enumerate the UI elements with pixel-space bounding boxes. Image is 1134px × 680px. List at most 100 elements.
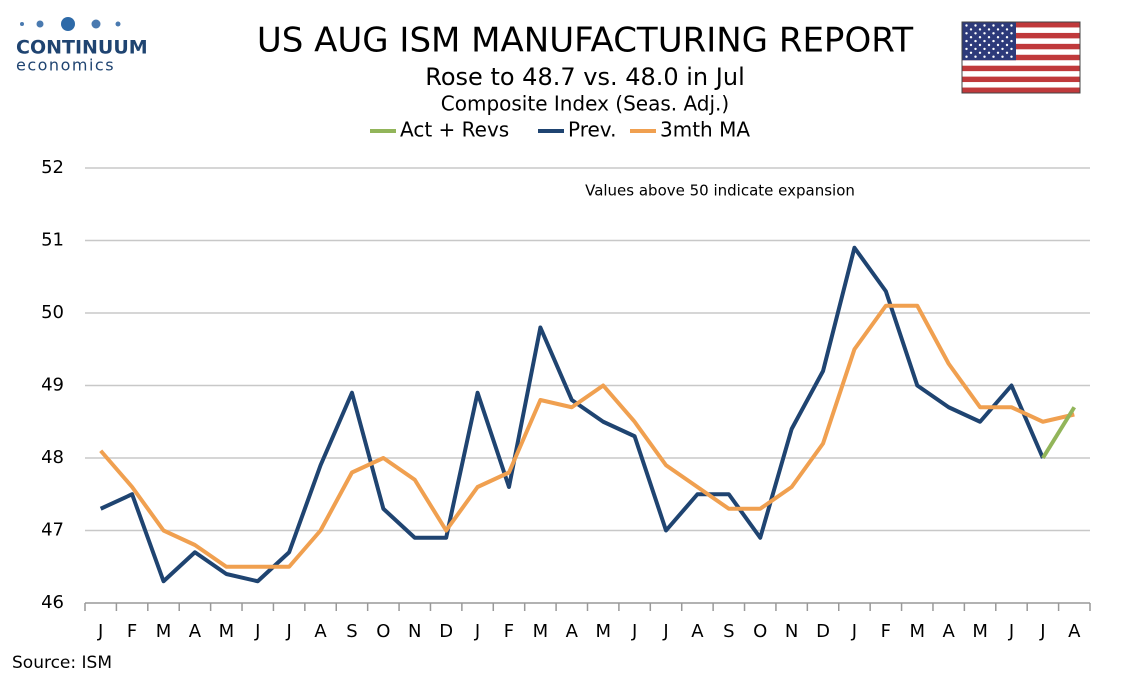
flag-star [1001, 47, 1004, 51]
flag-star [983, 47, 986, 51]
flag-star [983, 32, 986, 35]
flag-stripe [962, 65, 1080, 72]
series-line [99, 303, 1075, 569]
flag-star [992, 32, 995, 35]
x-tick-label: D [439, 621, 453, 642]
x-tick-label: D [816, 621, 830, 642]
legend-label: Act + Revs [400, 118, 509, 142]
flag-stripe [962, 32, 1080, 39]
source: Source: ISM [12, 653, 112, 673]
x-tick-label: M [910, 621, 926, 642]
flag-stripe [962, 49, 1080, 56]
flag-star [987, 28, 991, 31]
y-tick-label: 51 [41, 230, 64, 251]
flag-star [1001, 32, 1004, 35]
series-line [1041, 406, 1077, 460]
chart-title: US AUG ISM MANUFACTURING REPORT [257, 21, 913, 61]
flag-star [969, 43, 973, 47]
annotation: Values above 50 indicate expansion [585, 182, 855, 200]
x-tick-label: J [254, 621, 260, 642]
x-tick-label: M [219, 621, 235, 642]
flag-star [965, 24, 968, 27]
flag-stripe [962, 22, 1080, 28]
x-tick-label: A [691, 621, 704, 642]
flag-star [1001, 24, 1004, 27]
x-tick-label: J [97, 621, 103, 642]
chart-subtitle: Composite Index (Seas. Adj.) [441, 92, 729, 116]
flag-border [961, 21, 1081, 94]
flag-star [978, 36, 982, 39]
flag-star [983, 39, 986, 43]
flag-stripe [962, 60, 1080, 66]
logo-tagline: economics [16, 56, 115, 75]
flag-star [1005, 51, 1009, 54]
flag-star [983, 55, 986, 58]
chart-subtitle: Rose to 48.7 vs. 48.0 in Jul [425, 63, 744, 91]
flag-star [996, 36, 1000, 39]
flag-star [983, 24, 986, 27]
flag-star [1010, 24, 1013, 27]
flag-canton [962, 22, 1016, 61]
x-tick-label: A [566, 621, 579, 642]
x-tick-label: J [851, 621, 857, 642]
logo: CONTINUUM economics [16, 17, 148, 75]
flag-star [965, 47, 968, 51]
x-tick-label: A [189, 621, 202, 642]
flag-star [1005, 43, 1009, 47]
flag-star [965, 32, 968, 35]
flag-star [996, 43, 1000, 47]
flag-star [969, 36, 973, 39]
flag-star [1010, 32, 1013, 35]
x-tick-label: J [1039, 621, 1045, 642]
x-tick-label: J [631, 621, 637, 642]
flag-stripe [962, 54, 1080, 61]
flag-stripe [962, 38, 1080, 45]
flag-star [996, 28, 1000, 31]
x-tick-label: N [408, 621, 421, 642]
flag-stripe [962, 82, 1080, 88]
x-tick-label: O [753, 621, 767, 642]
x-tick-label: J [474, 621, 480, 642]
flag-star [965, 55, 968, 58]
x-tick-label: A [943, 621, 956, 642]
y-tick-label: 48 [41, 447, 64, 468]
flag-star [978, 28, 982, 31]
x-tick-label: M [595, 621, 611, 642]
flag-stripe [962, 87, 1080, 94]
x-tick-label: F [127, 621, 137, 642]
flag-stripe [962, 76, 1080, 83]
flag-star [974, 32, 977, 35]
y-tick-label: 52 [41, 157, 64, 178]
y-tick-label: 50 [41, 302, 64, 323]
flag-star [992, 55, 995, 58]
flag-star [974, 55, 977, 58]
x-tick-label: J [662, 621, 668, 642]
flag-star [996, 51, 1000, 54]
legend-label: Prev. [568, 118, 616, 142]
flag-star [1010, 39, 1013, 43]
flag-star [1005, 28, 1009, 31]
flag-star [969, 51, 973, 54]
flag-star [969, 28, 973, 31]
x-tick-label: J [285, 621, 291, 642]
series-line [99, 245, 1045, 584]
y-tick-label: 47 [41, 520, 64, 541]
flag-star [978, 43, 982, 47]
x-tick-label: M [156, 621, 172, 642]
x-tick-label: S [723, 621, 734, 642]
flag-star [987, 51, 991, 54]
flag-stripe [962, 27, 1080, 34]
flag-star [1005, 36, 1009, 39]
logo-name: CONTINUUM [16, 37, 148, 59]
x-tick-label: O [376, 621, 390, 642]
y-tick-label: 46 [41, 592, 64, 613]
flag-star [974, 39, 977, 43]
flag-star [1001, 55, 1004, 58]
flag-star [1010, 55, 1013, 58]
flag-star [974, 47, 977, 51]
flag-star [1001, 39, 1004, 43]
flag-star [992, 39, 995, 43]
x-tick-label: F [504, 621, 514, 642]
flag-star [974, 24, 977, 27]
